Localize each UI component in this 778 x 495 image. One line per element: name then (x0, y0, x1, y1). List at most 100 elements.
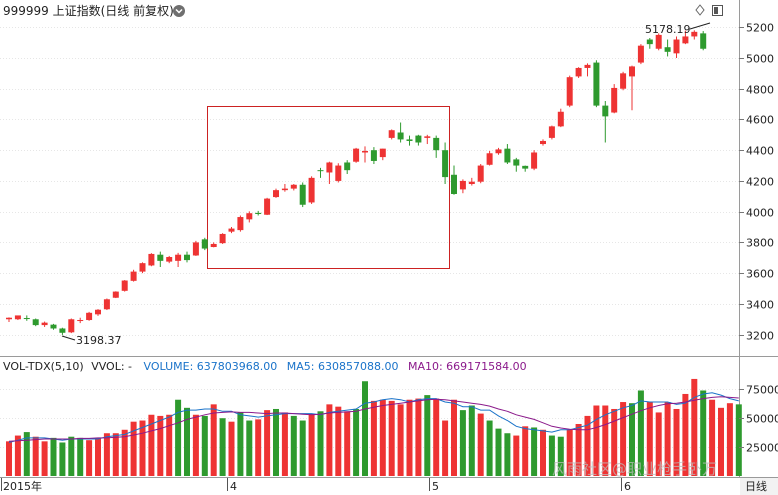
candle (50, 323, 57, 330)
candle-body (130, 271, 137, 281)
volume-bar (495, 428, 502, 476)
candle-body (299, 184, 306, 205)
candle-body (370, 150, 377, 161)
price-tick-label: 3600 (746, 268, 774, 281)
candle-body (68, 319, 75, 333)
candle-body (451, 174, 457, 194)
candle (326, 161, 333, 184)
candle (531, 150, 538, 171)
chart-title: 999999 上证指数(日线 前复权) (3, 3, 174, 18)
price-tick-label: 5200 (746, 22, 774, 35)
candle-body (326, 162, 333, 173)
price-tick-label: 4600 (746, 114, 774, 127)
volume-bar (50, 437, 57, 476)
volume-bar (566, 429, 573, 476)
candle (433, 135, 440, 158)
candle (201, 237, 208, 251)
candle (611, 84, 618, 114)
volume-y-ticks: 25000 50000 75000 (739, 384, 778, 455)
candle (388, 129, 395, 140)
candle-body (504, 148, 511, 163)
volume-bar (362, 381, 368, 476)
volume-bar (41, 441, 48, 476)
volume-tick-label: 75000 (746, 384, 778, 397)
volume-bar (718, 407, 724, 476)
candle (335, 163, 342, 183)
volume-bar (540, 429, 546, 476)
period-button[interactable]: 日线 (740, 478, 778, 495)
candle-body (593, 62, 600, 106)
volume-bar (691, 378, 698, 476)
volume-bar (593, 405, 600, 476)
candle-body (175, 254, 182, 261)
volume-bar (575, 424, 582, 476)
candle-body (459, 180, 466, 190)
candle (655, 33, 662, 51)
candle-body (228, 228, 235, 232)
candle (691, 30, 698, 40)
diamond-icon[interactable] (695, 4, 705, 16)
candle-body (557, 111, 564, 127)
volume-bar (531, 427, 538, 476)
volume-bar (317, 411, 324, 476)
volume-bar (255, 419, 262, 476)
volume-tick-label: 25000 (746, 442, 778, 455)
candle-body (397, 132, 404, 140)
volume-bar (326, 404, 333, 476)
price-tick-label: 4200 (746, 176, 774, 189)
candle-body (513, 159, 520, 166)
volume-bar (664, 402, 671, 476)
volume-bar (486, 420, 493, 476)
candle (103, 298, 110, 311)
candle-body (335, 165, 342, 181)
candle-body (246, 213, 253, 220)
candle-body (379, 148, 386, 158)
candle-body (23, 318, 30, 320)
price-tick-label: 3400 (746, 299, 774, 312)
candle-body (237, 217, 244, 231)
candle-body (290, 184, 297, 189)
volume-bar (192, 414, 199, 476)
volume-indicator-name: VOL-TDX(5,10) (3, 360, 84, 373)
candle (548, 125, 555, 140)
candle-body (620, 73, 627, 89)
panel-toggle-icon[interactable] (712, 5, 723, 16)
candle-body (50, 324, 57, 329)
volume-bar (23, 432, 30, 476)
volume-bar (584, 415, 591, 476)
candle-body (353, 148, 360, 162)
volume-bar (308, 413, 315, 476)
candle-body (6, 317, 12, 320)
candle (451, 165, 457, 195)
candle-body (415, 135, 422, 143)
chevron-down-icon[interactable] (173, 5, 185, 17)
volume-bar (184, 407, 190, 476)
candle (370, 147, 377, 165)
volume-bar (557, 436, 564, 476)
candle-body (32, 319, 39, 326)
volume-bar (59, 442, 66, 476)
candle-body (548, 126, 555, 138)
volume-bar (620, 402, 627, 476)
candle-body (602, 105, 609, 117)
candle-body (486, 153, 493, 165)
volume-bar (77, 437, 84, 476)
price-tick-label: 4000 (746, 207, 774, 220)
candle (459, 179, 466, 194)
x-axis-labels: 2015年 4 5 6 (1, 478, 631, 493)
candle-body (148, 253, 155, 266)
candle-body (442, 150, 449, 178)
vvol-label: VVOL: - (91, 360, 132, 373)
candle-body (584, 64, 591, 68)
candle-body (406, 139, 413, 141)
volume-bar (353, 408, 360, 476)
price-grid (0, 27, 739, 336)
volume-bar (468, 405, 475, 476)
candle (406, 135, 413, 146)
candle (148, 253, 155, 267)
candle-body (682, 36, 689, 44)
candle-body (433, 137, 440, 151)
candle-body (388, 130, 395, 138)
candle-body (14, 315, 21, 320)
candle (522, 165, 529, 172)
